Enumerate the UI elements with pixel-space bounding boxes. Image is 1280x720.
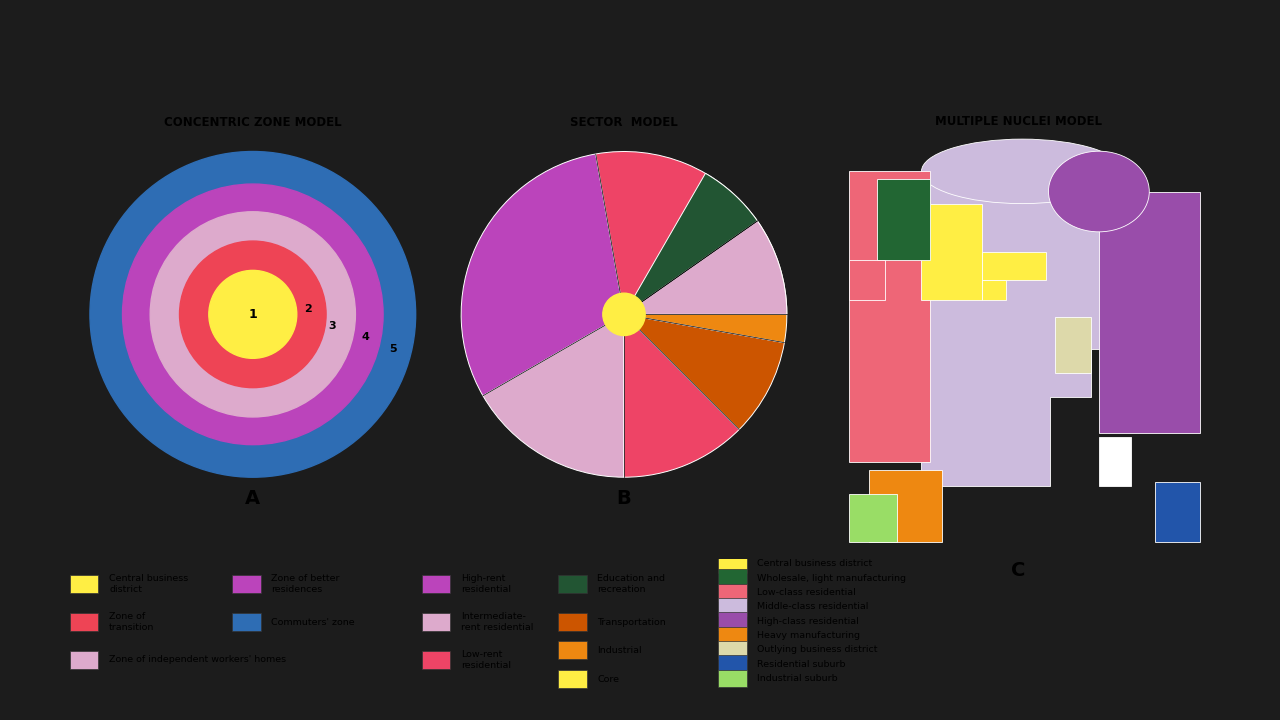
Text: 4: 4	[361, 332, 369, 342]
Bar	[70, 575, 99, 593]
Text: Central business district: Central business district	[758, 559, 873, 568]
Text: Outlying business district: Outlying business district	[758, 645, 878, 654]
Text: C: C	[1011, 561, 1025, 580]
Bar	[718, 584, 746, 601]
Text: Zone of independent workers' homes: Zone of independent workers' homes	[109, 655, 287, 665]
Bar	[1055, 317, 1091, 373]
Text: B: B	[617, 489, 631, 508]
Bar	[422, 575, 451, 593]
Ellipse shape	[1048, 151, 1149, 232]
Bar	[422, 651, 451, 669]
Bar	[849, 260, 886, 300]
Bar	[869, 469, 942, 542]
Title: SECTOR  MODEL: SECTOR MODEL	[570, 117, 678, 130]
Text: Middle-class residential: Middle-class residential	[758, 603, 869, 611]
Bar	[982, 280, 1006, 300]
Circle shape	[603, 293, 645, 336]
Bar	[1156, 482, 1199, 542]
Bar	[233, 613, 261, 631]
Title: MULTIPLE NUCLEI MODEL: MULTIPLE NUCLEI MODEL	[934, 115, 1102, 128]
Text: Central business
district: Central business district	[109, 574, 188, 594]
Wedge shape	[623, 221, 787, 343]
Wedge shape	[623, 315, 785, 430]
Bar	[718, 670, 746, 688]
Text: A: A	[246, 489, 260, 508]
Bar	[70, 613, 99, 631]
Bar	[718, 655, 746, 673]
Polygon shape	[922, 171, 1123, 486]
Text: Zone of
transition: Zone of transition	[109, 613, 155, 632]
Text: Education and
recreation: Education and recreation	[598, 574, 666, 594]
Text: Intermediate-
rent residential: Intermediate- rent residential	[461, 613, 534, 632]
Bar	[718, 570, 746, 587]
Wedge shape	[623, 221, 787, 315]
Bar	[558, 613, 586, 631]
Bar	[558, 575, 586, 593]
Text: Transportation: Transportation	[598, 618, 666, 626]
Ellipse shape	[922, 139, 1123, 204]
Text: Low-class residential: Low-class residential	[758, 588, 856, 597]
Text: 2: 2	[305, 305, 312, 315]
Bar	[718, 555, 746, 572]
Wedge shape	[623, 315, 739, 477]
Bar	[1100, 438, 1132, 486]
Bar	[422, 613, 451, 631]
Circle shape	[179, 241, 326, 387]
Bar	[877, 179, 929, 260]
Text: Residential suburb: Residential suburb	[758, 660, 846, 669]
Title: CONCENTRIC ZONE MODEL: CONCENTRIC ZONE MODEL	[164, 117, 342, 130]
Bar	[233, 575, 261, 593]
Text: Industrial suburb: Industrial suburb	[758, 674, 838, 683]
Bar	[558, 642, 586, 660]
Text: Low-rent
residential: Low-rent residential	[461, 650, 511, 670]
Text: High-rent
residential: High-rent residential	[461, 574, 511, 594]
Bar	[922, 204, 982, 300]
Bar	[558, 670, 586, 688]
Bar	[982, 252, 1047, 280]
Bar	[849, 171, 929, 462]
Text: 3: 3	[329, 320, 337, 330]
Text: High-class residential: High-class residential	[758, 617, 859, 626]
Bar	[1100, 192, 1199, 433]
Bar	[70, 651, 99, 669]
Text: Zone of better
residences: Zone of better residences	[271, 574, 340, 594]
Bar	[718, 641, 746, 659]
Wedge shape	[461, 154, 623, 396]
Bar	[718, 598, 746, 616]
Circle shape	[123, 184, 383, 445]
Text: 5: 5	[389, 343, 397, 354]
Circle shape	[209, 271, 297, 359]
Wedge shape	[595, 151, 758, 315]
Text: Core: Core	[598, 675, 620, 684]
Circle shape	[90, 151, 416, 477]
Text: Industrial: Industrial	[598, 646, 643, 654]
Wedge shape	[623, 174, 758, 315]
Bar	[718, 626, 746, 644]
Text: Wholesale, light manufacturing: Wholesale, light manufacturing	[758, 574, 906, 582]
Text: 1: 1	[248, 308, 257, 321]
Bar	[718, 612, 746, 630]
Text: Heavy manufacturing: Heavy manufacturing	[758, 631, 860, 640]
Circle shape	[150, 212, 356, 417]
Text: Commuters' zone: Commuters' zone	[271, 618, 355, 626]
Bar	[849, 494, 897, 542]
Wedge shape	[483, 315, 623, 477]
